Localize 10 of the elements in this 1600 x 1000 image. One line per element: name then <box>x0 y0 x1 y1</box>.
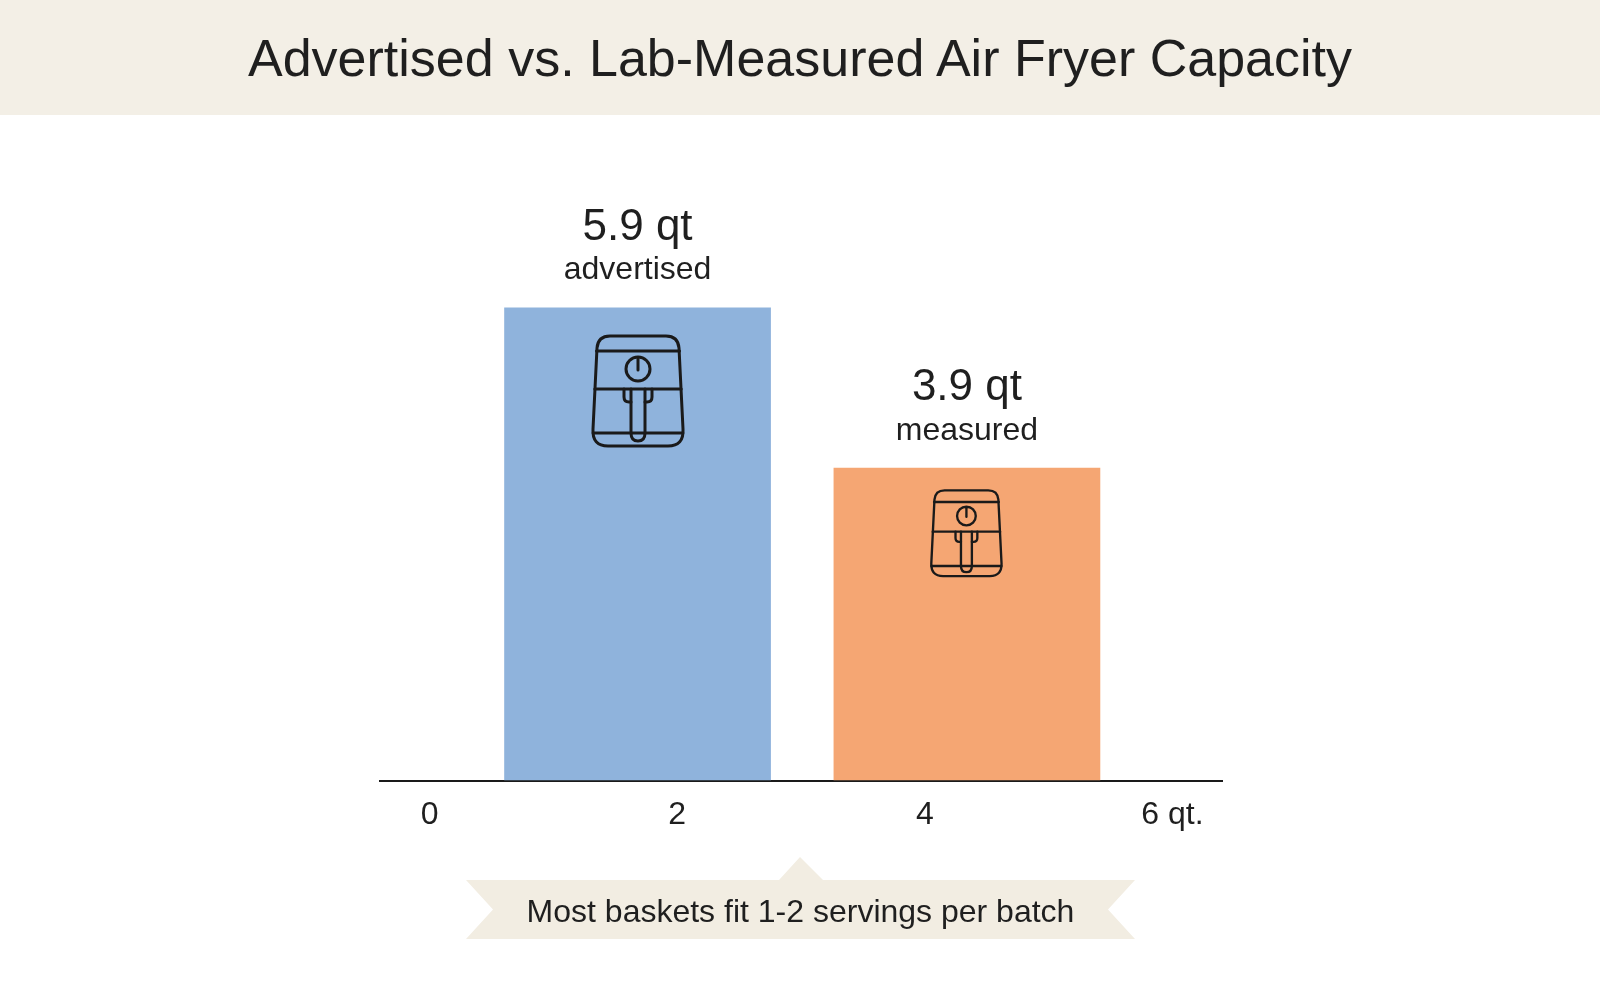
x-tick-label: 6 qt. <box>1141 794 1204 831</box>
text: Most baskets fit 1-2 servings per batch <box>526 893 1075 930</box>
data-label: 3.9 qt <box>911 359 1022 409</box>
data-label: 5.9 qt <box>582 199 693 249</box>
x-tick-label: 0 <box>420 794 439 831</box>
series-label: advertised <box>563 250 712 287</box>
series-label: measured <box>895 410 1039 447</box>
chart-title: Advertised vs. Lab-Measured Air Fryer Capacity <box>248 27 1352 88</box>
x-tick-label: 2 <box>668 794 687 831</box>
x-tick-label: 4 <box>915 794 934 831</box>
